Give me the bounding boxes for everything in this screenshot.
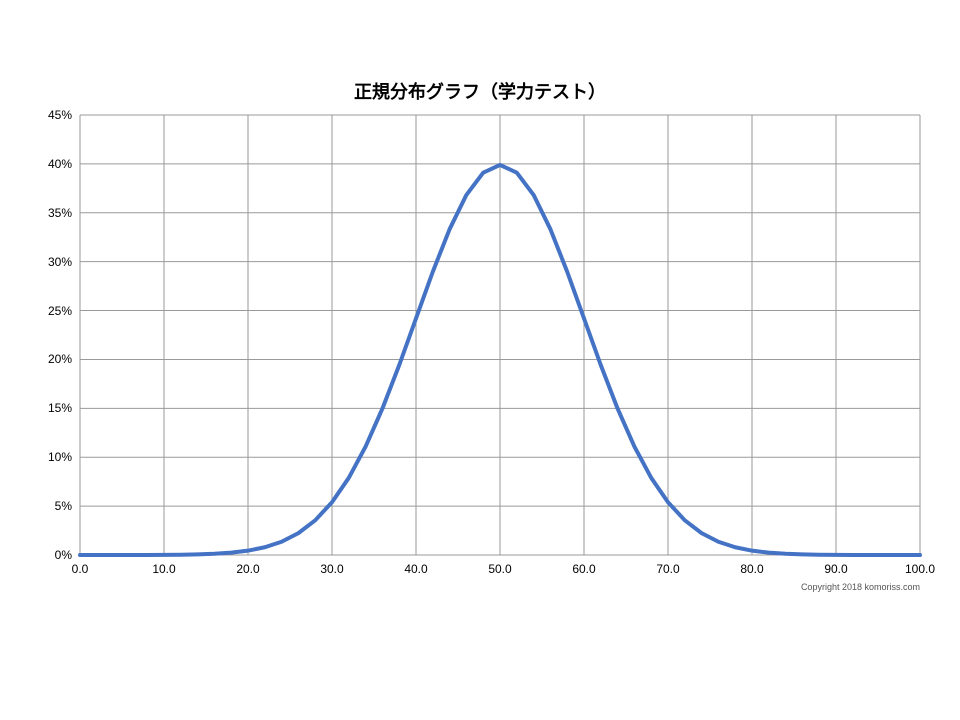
y-tick-label: 30% [12, 255, 72, 269]
x-tick-label: 100.0 [895, 562, 945, 576]
x-tick-label: 0.0 [55, 562, 105, 576]
y-tick-label: 20% [12, 352, 72, 366]
y-tick-label: 15% [12, 401, 72, 415]
x-tick-label: 50.0 [475, 562, 525, 576]
chart-svg [80, 115, 920, 555]
x-tick-label: 90.0 [811, 562, 861, 576]
copyright-text: Copyright 2018 komoriss.com [801, 582, 920, 592]
plot-area [80, 115, 920, 555]
x-tick-label: 60.0 [559, 562, 609, 576]
y-tick-label: 5% [12, 499, 72, 513]
x-tick-label: 30.0 [307, 562, 357, 576]
x-tick-label: 10.0 [139, 562, 189, 576]
y-tick-label: 0% [12, 548, 72, 562]
y-tick-label: 25% [12, 304, 72, 318]
y-tick-label: 45% [12, 108, 72, 122]
y-tick-label: 10% [12, 450, 72, 464]
chart-container: 正規分布グラフ（学力テスト） 0% 5% 10% 15% 20% 25% 30% 35% 40%… [0, 0, 960, 720]
x-tick-label: 40.0 [391, 562, 441, 576]
y-tick-label: 40% [12, 157, 72, 171]
y-tick-label: 35% [12, 206, 72, 220]
x-tick-label: 80.0 [727, 562, 777, 576]
x-tick-label: 20.0 [223, 562, 273, 576]
chart-title: 正規分布グラフ（学力テスト） [0, 78, 960, 104]
x-tick-label: 70.0 [643, 562, 693, 576]
